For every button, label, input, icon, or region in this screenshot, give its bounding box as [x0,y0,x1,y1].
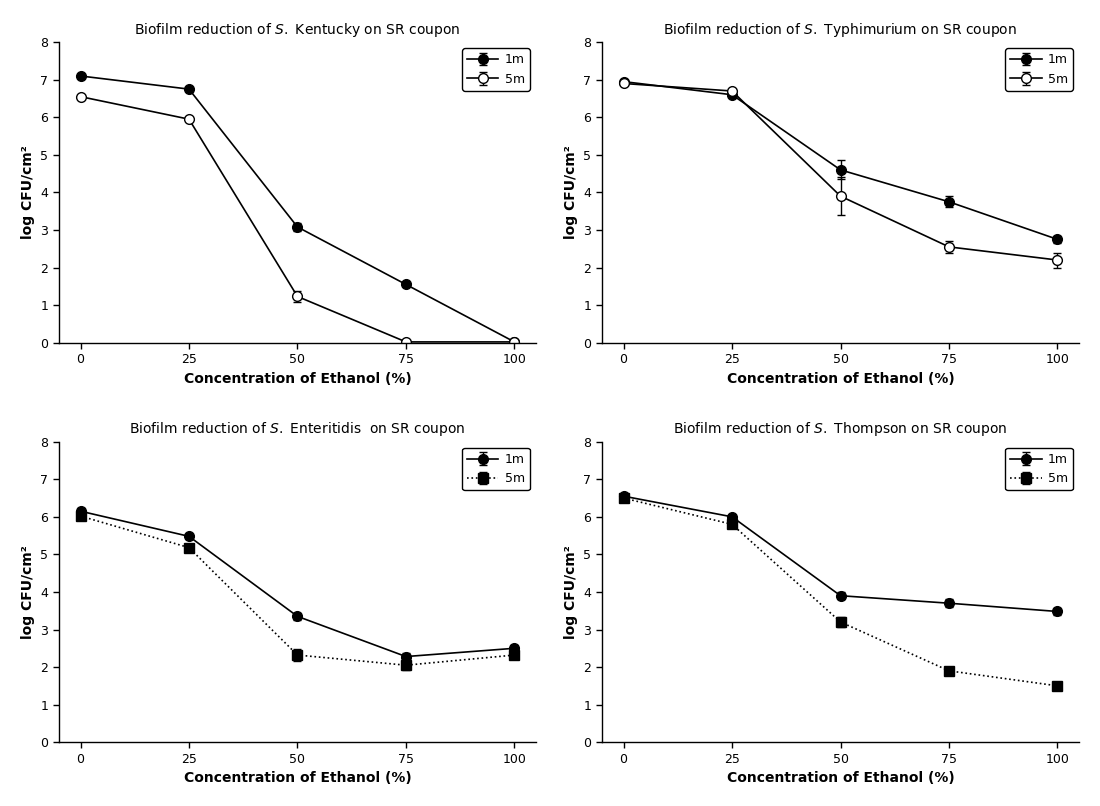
Y-axis label: log CFU/cm²: log CFU/cm² [564,545,578,639]
Legend: 1m, 5m: 1m, 5m [462,48,530,90]
Legend: 1m, 5m: 1m, 5m [1005,48,1072,90]
Title: Biofilm reduction of $\it{S}.$ Kentucky on SR coupon: Biofilm reduction of $\it{S}.$ Kentucky … [134,21,461,39]
Y-axis label: log CFU/cm²: log CFU/cm² [21,545,35,639]
Y-axis label: log CFU/cm²: log CFU/cm² [564,146,578,239]
Y-axis label: log CFU/cm²: log CFU/cm² [21,146,35,239]
Title: Biofilm reduction of $\it{S}.$ Enteritidis  on SR coupon: Biofilm reduction of $\it{S}.$ Enteritid… [129,421,465,438]
Legend: 1m, 5m: 1m, 5m [462,448,530,490]
X-axis label: Concentration of Ethanol (%): Concentration of Ethanol (%) [184,372,411,385]
X-axis label: Concentration of Ethanol (%): Concentration of Ethanol (%) [727,372,955,385]
Title: Biofilm reduction of $\it{S}.$ Typhimurium on SR coupon: Biofilm reduction of $\it{S}.$ Typhimuri… [663,21,1018,39]
Title: Biofilm reduction of $\it{S}.$ Thompson on SR coupon: Biofilm reduction of $\it{S}.$ Thompson … [673,421,1008,438]
Legend: 1m, 5m: 1m, 5m [1005,448,1072,490]
X-axis label: Concentration of Ethanol (%): Concentration of Ethanol (%) [727,771,955,785]
X-axis label: Concentration of Ethanol (%): Concentration of Ethanol (%) [184,771,411,785]
